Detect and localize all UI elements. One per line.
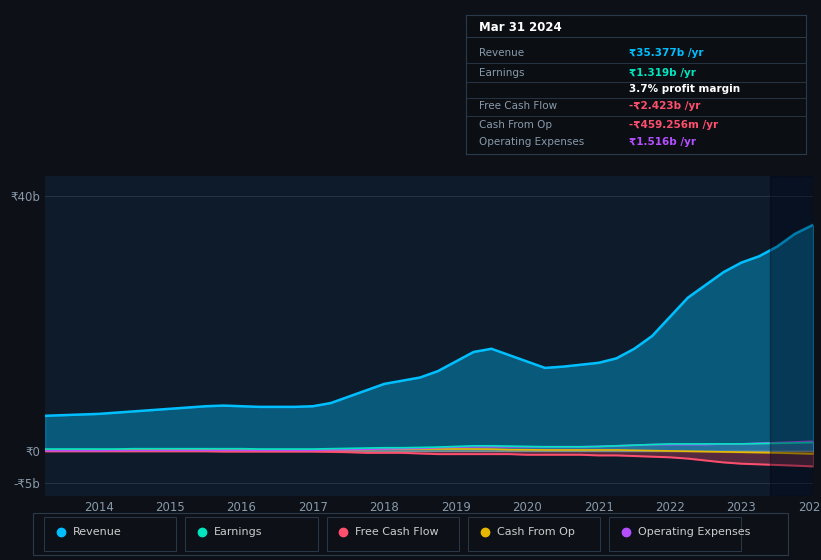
Text: Cash From Op: Cash From Op xyxy=(497,528,575,538)
Text: ₹35.377b /yr: ₹35.377b /yr xyxy=(629,48,704,58)
Text: -₹459.256m /yr: -₹459.256m /yr xyxy=(629,120,718,130)
Text: ₹1.516b /yr: ₹1.516b /yr xyxy=(629,137,696,147)
Text: ₹1.319b /yr: ₹1.319b /yr xyxy=(629,68,696,78)
Text: -₹2.423b /yr: -₹2.423b /yr xyxy=(629,101,700,111)
Text: Earnings: Earnings xyxy=(214,528,263,538)
Text: Revenue: Revenue xyxy=(73,528,122,538)
Text: Cash From Op: Cash From Op xyxy=(479,120,553,130)
Text: Earnings: Earnings xyxy=(479,68,525,78)
Text: Free Cash Flow: Free Cash Flow xyxy=(479,101,557,111)
Text: Revenue: Revenue xyxy=(479,48,525,58)
Text: Operating Expenses: Operating Expenses xyxy=(638,528,750,538)
Text: 3.7% profit margin: 3.7% profit margin xyxy=(629,85,741,95)
Text: Free Cash Flow: Free Cash Flow xyxy=(355,528,439,538)
Bar xyxy=(770,176,813,496)
Text: Mar 31 2024: Mar 31 2024 xyxy=(479,21,562,34)
Text: Operating Expenses: Operating Expenses xyxy=(479,137,585,147)
